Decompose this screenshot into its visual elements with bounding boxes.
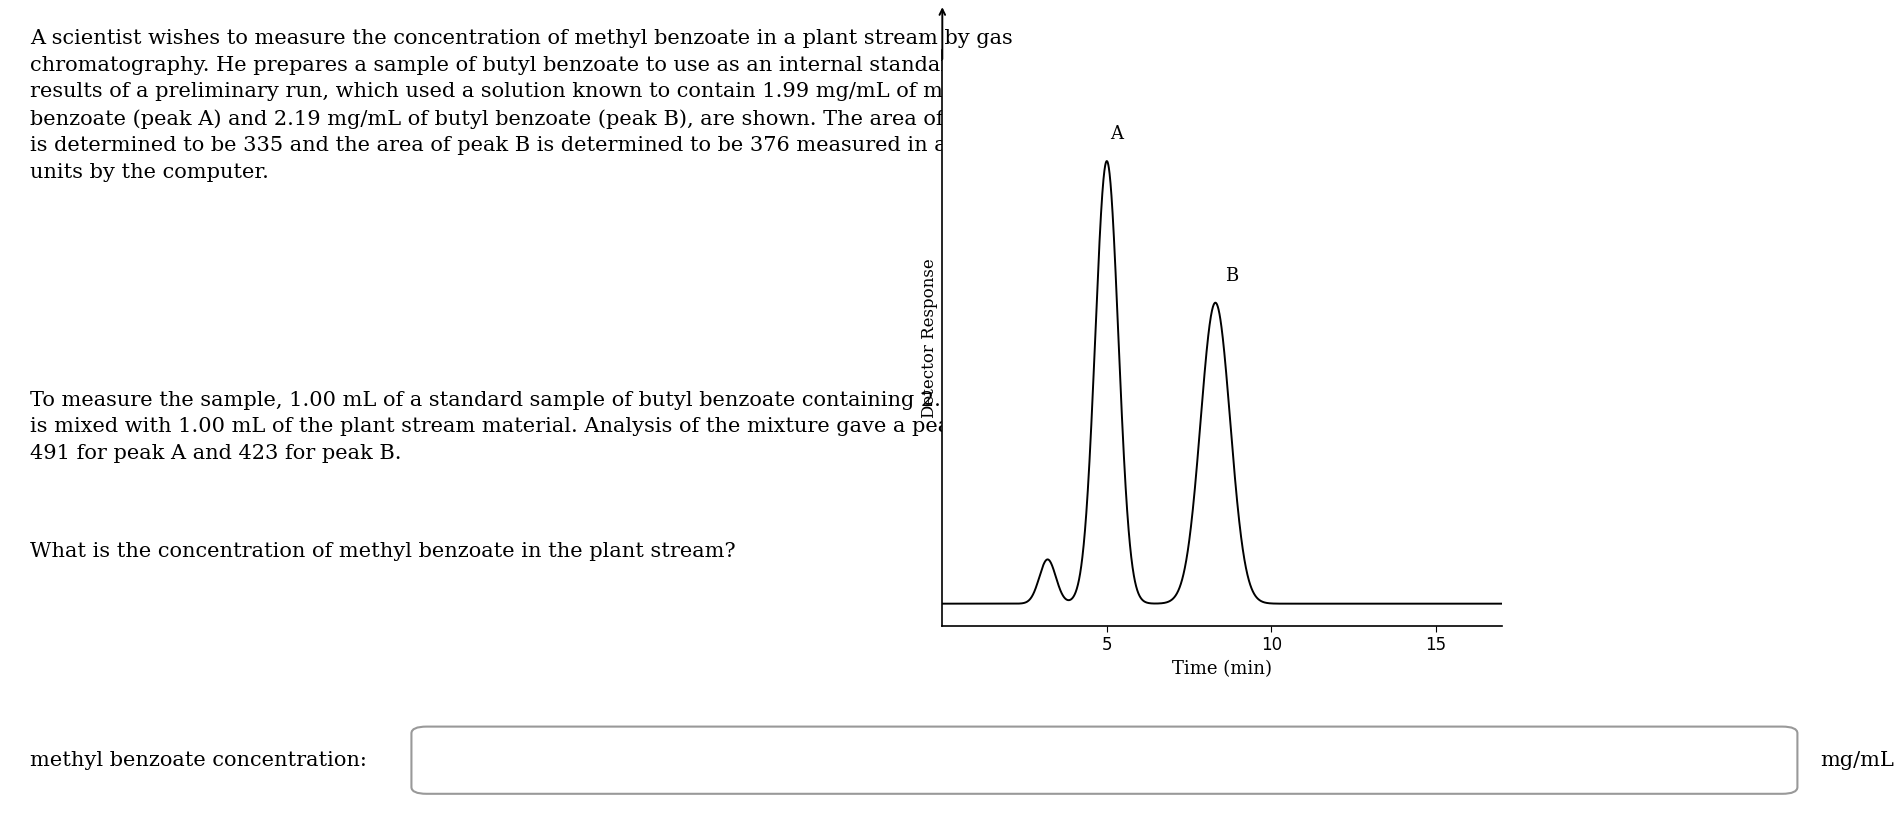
X-axis label: Time (min): Time (min): [1172, 659, 1272, 678]
Y-axis label: Detector Response: Detector Response: [921, 258, 939, 418]
Text: methyl benzoate concentration:: methyl benzoate concentration:: [30, 751, 368, 769]
Text: B: B: [1225, 267, 1238, 285]
Text: To measure the sample, 1.00 mL of a standard sample of butyl benzoate containing: To measure the sample, 1.00 mL of a stan…: [30, 391, 1048, 463]
Text: A scientist wishes to measure the concentration of methyl benzoate in a plant st: A scientist wishes to measure the concen…: [30, 29, 1030, 182]
Text: What is the concentration of methyl benzoate in the plant stream?: What is the concentration of methyl benz…: [30, 542, 736, 561]
FancyBboxPatch shape: [411, 727, 1797, 794]
Text: mg/mL: mg/mL: [1820, 751, 1894, 769]
Text: A: A: [1111, 125, 1122, 144]
